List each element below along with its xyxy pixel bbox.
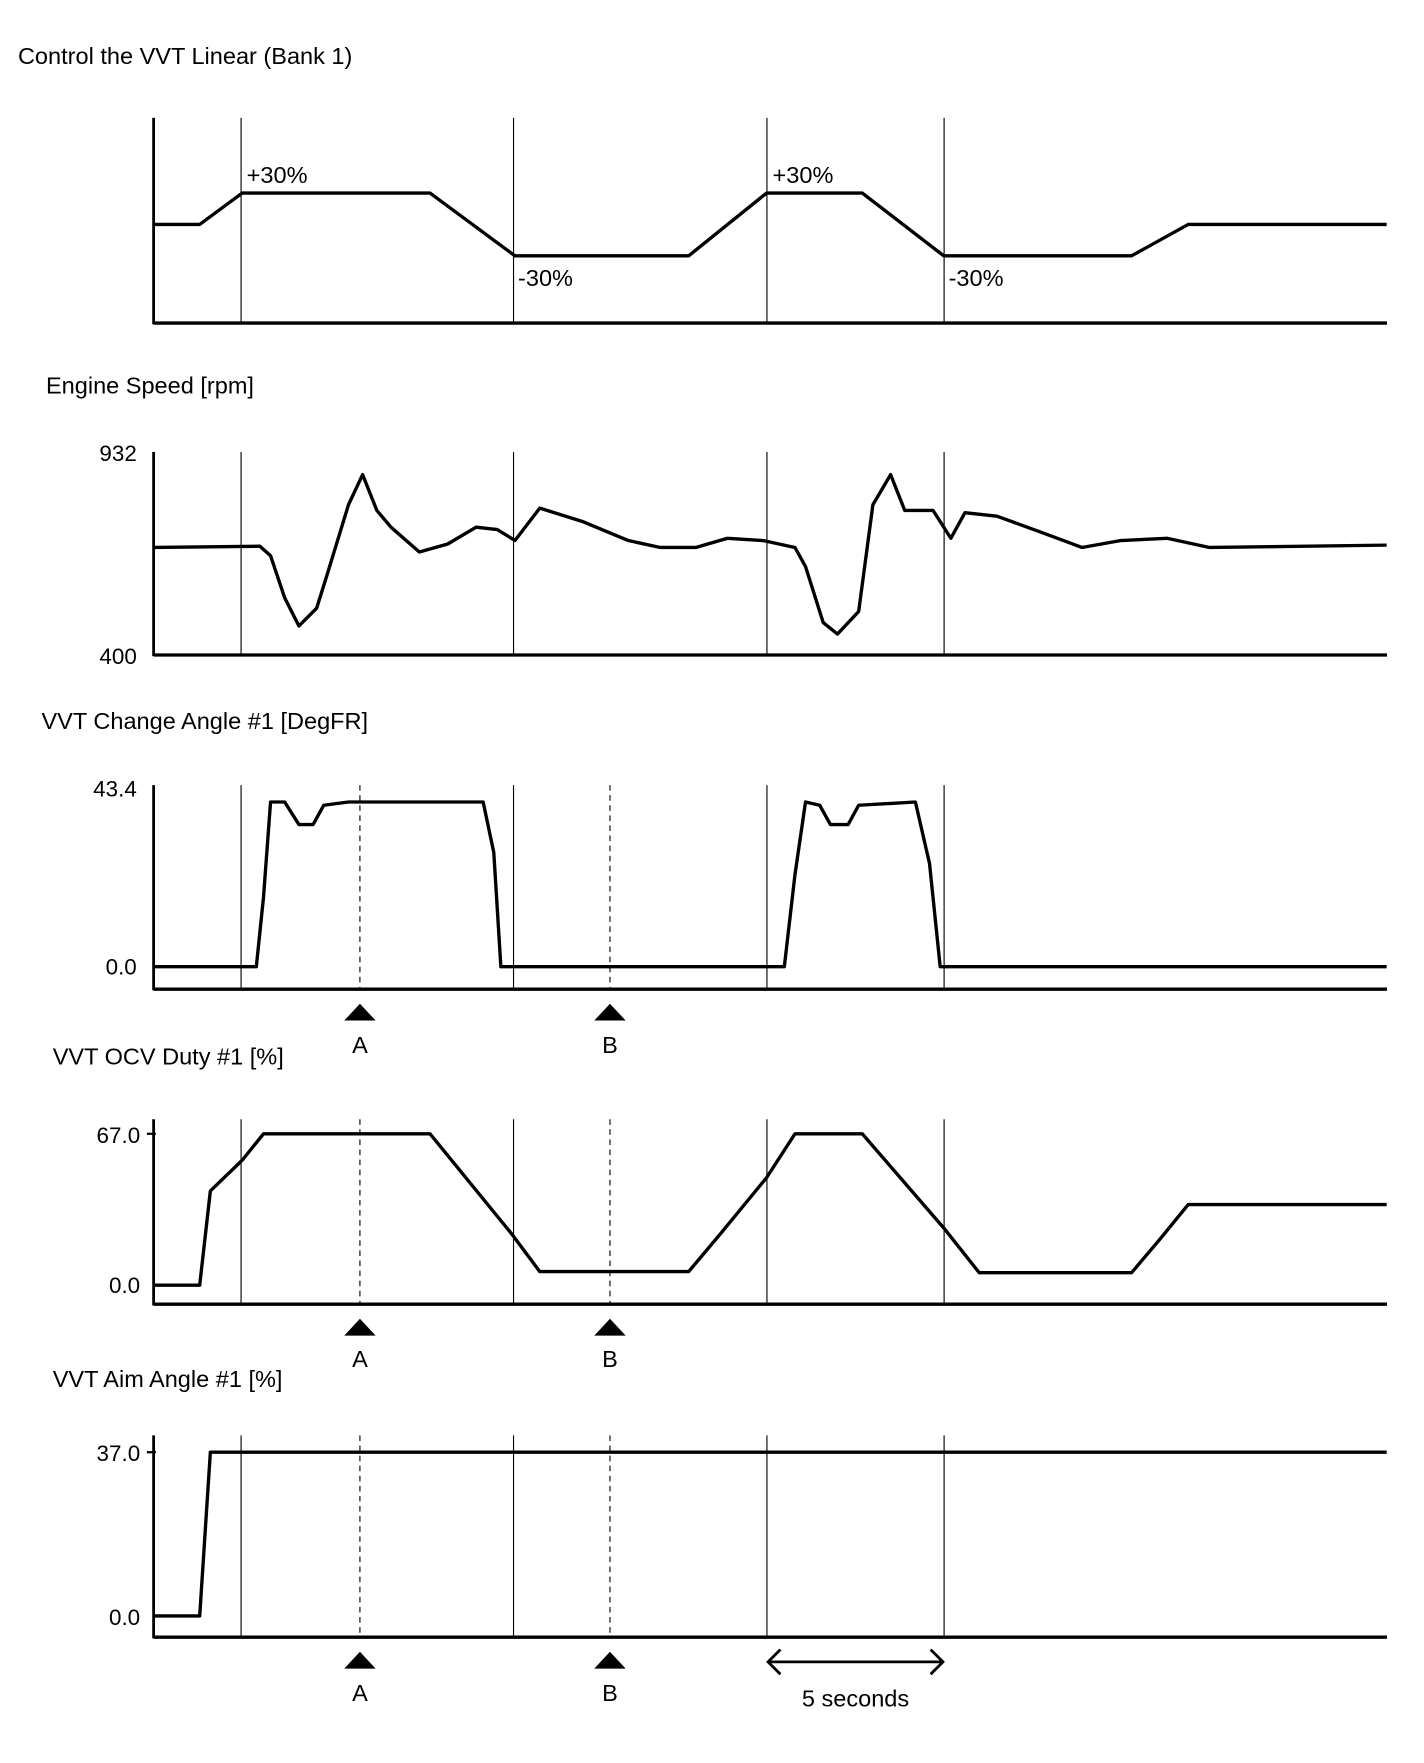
annotation-minus30-2: -30% bbox=[949, 265, 1004, 291]
time-scale-arrow bbox=[766, 1648, 945, 1676]
panel5-marker-triangle-a bbox=[344, 1651, 376, 1669]
panel3-marker-triangle-b bbox=[594, 1003, 626, 1021]
panel2-title: Engine Speed [rpm] bbox=[46, 373, 254, 399]
panel5-ytick-max: 37.0 bbox=[97, 1441, 141, 1466]
panel5-marker-triangle-b bbox=[594, 1651, 626, 1669]
panel1-title: Control the VVT Linear (Bank 1) bbox=[18, 43, 352, 69]
panel2-ytick-max: 932 bbox=[99, 441, 136, 466]
panel4-ytick-min: 0.0 bbox=[109, 1273, 140, 1298]
annotation-plus30-1: +30% bbox=[247, 162, 308, 188]
panel3-marker-triangle-a bbox=[344, 1003, 376, 1021]
panel4-series-line bbox=[153, 1132, 1387, 1287]
annotation-minus30-1: -30% bbox=[518, 265, 573, 291]
panel1-series-line bbox=[153, 191, 1387, 258]
panel2-series-line bbox=[153, 472, 1387, 636]
panel3-title: VVT Change Angle #1 [DegFR] bbox=[41, 708, 368, 734]
panel5-marker-b-label: B bbox=[602, 1680, 618, 1706]
annotation-plus30-2: +30% bbox=[773, 162, 834, 188]
panel3-series-line bbox=[153, 800, 1387, 969]
panel2-ytick-min: 400 bbox=[99, 644, 136, 669]
panel4-marker-triangle-b bbox=[594, 1318, 626, 1336]
time-scale-label: 5 seconds bbox=[802, 1686, 909, 1712]
panel4-ytick-max: 67.0 bbox=[97, 1123, 141, 1148]
panel5-marker-a-label: A bbox=[352, 1680, 368, 1706]
panel3-ytick-min: 0.0 bbox=[106, 955, 137, 980]
panel3-marker-b-label: B bbox=[602, 1032, 618, 1058]
panel3-marker-a-label: A bbox=[352, 1032, 368, 1058]
panel4-marker-b-label: B bbox=[602, 1346, 618, 1372]
panel3-ytick-max: 43.4 bbox=[93, 776, 137, 801]
panel5-ytick-min: 0.0 bbox=[109, 1605, 140, 1630]
panel4-marker-triangle-a bbox=[344, 1318, 376, 1336]
panel4-marker-a-label: A bbox=[352, 1346, 368, 1372]
panel4-title: VVT OCV Duty #1 [%] bbox=[53, 1043, 284, 1069]
panel5-series-line bbox=[153, 1450, 1387, 1618]
panel5-title: VVT Aim Angle #1 [%] bbox=[53, 1366, 283, 1392]
